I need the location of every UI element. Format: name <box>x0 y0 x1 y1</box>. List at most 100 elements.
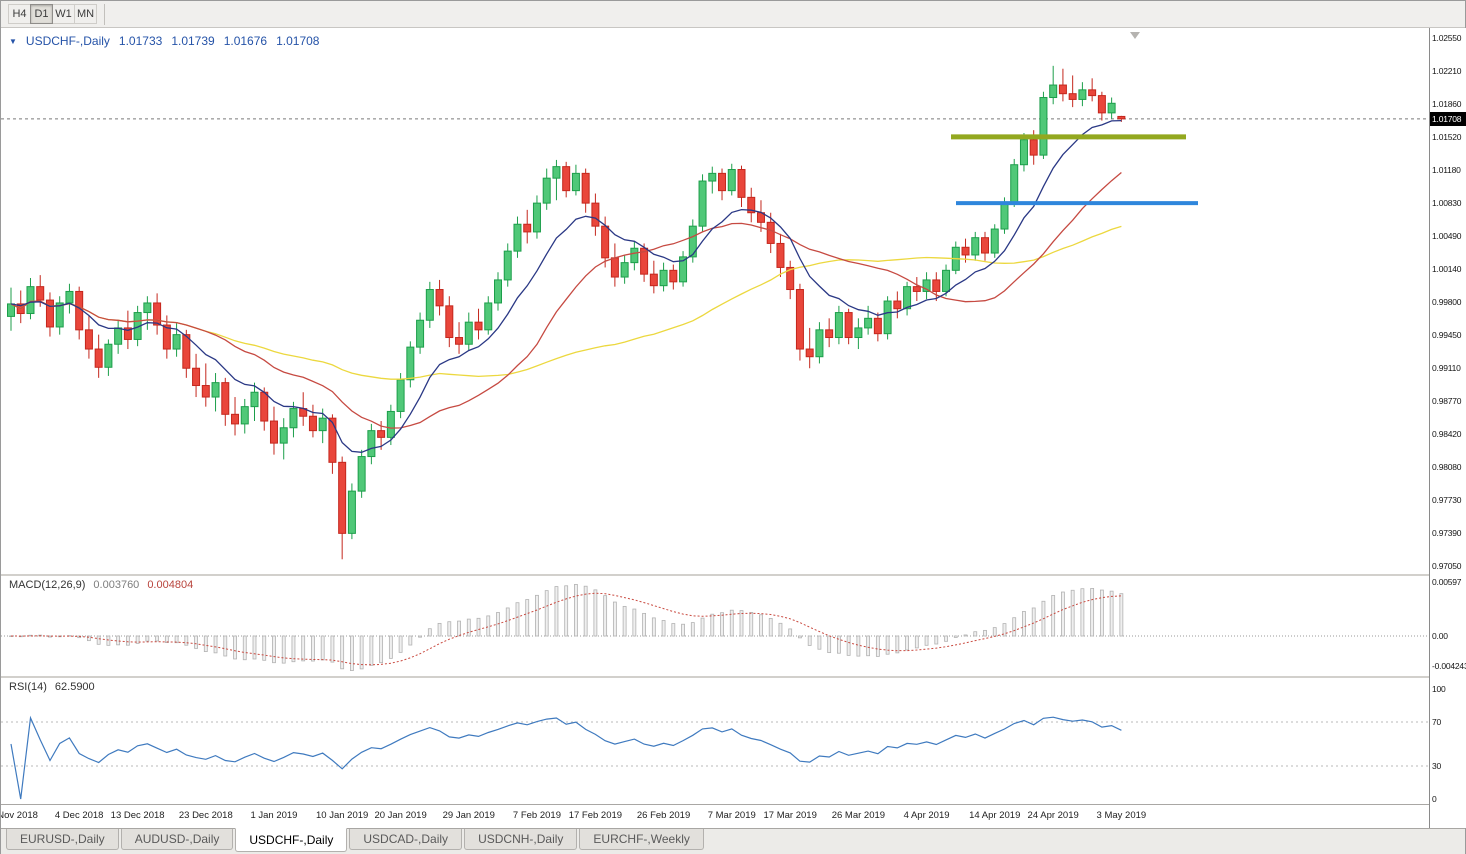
macd-pane[interactable]: MACD(12,26,9) 0.003760 0.004804 <box>1 574 1429 676</box>
candle-body <box>786 266 795 291</box>
timeframe-button-mn[interactable]: MN <box>74 4 97 24</box>
candle-body <box>659 269 668 287</box>
date-label: 24 Apr 2019 <box>1027 810 1079 821</box>
candle-body <box>1000 202 1009 230</box>
price-tick-label: 0.98770 <box>1432 396 1462 406</box>
timeframe-buttons: H4 D1 W1 MN <box>8 4 97 24</box>
date-label: 17 Feb 2019 <box>568 810 623 821</box>
candle-body <box>1117 115 1126 120</box>
macd-histogram-bar <box>856 635 861 657</box>
price-axis[interactable]: 1.01708 1.02550 1.02210 1.01860 1.01520 1.01… <box>1429 28 1466 828</box>
macd-histogram-bar <box>992 627 997 637</box>
macd-histogram-bar <box>1109 590 1114 637</box>
macd-histogram-bar <box>1080 588 1085 637</box>
chart-tab-usdcnh[interactable]: USDCNH-,Daily <box>464 829 578 850</box>
macd-histogram-bar <box>145 635 150 642</box>
rsi-pane[interactable]: RSI(14) 62.5900 <box>1 676 1429 804</box>
price-tick-label: 0.98420 <box>1432 429 1462 439</box>
macd-histogram-bar <box>525 599 530 637</box>
date-axis[interactable]: 25 Nov 2018 4 Dec 2018 13 Dec 2018 23 Dec 2… <box>1 804 1429 828</box>
rsi-scale-label: 30 <box>1432 761 1442 771</box>
macd-histogram-bar <box>320 635 325 661</box>
candle-body <box>494 279 502 304</box>
timeframe-button-h4[interactable]: H4 <box>8 4 31 24</box>
macd-histogram-bar <box>87 635 91 642</box>
candle-body <box>893 300 902 310</box>
candle-body <box>162 324 171 350</box>
chart-tab-eurusd[interactable]: EURUSD-,Daily <box>6 829 119 850</box>
macd-scale-label: 0.00597 <box>1432 577 1462 587</box>
macd-histogram-bar <box>1051 595 1056 637</box>
candle-body <box>708 172 717 182</box>
candle-body <box>192 367 201 387</box>
candle-body <box>864 317 873 329</box>
candle-body <box>834 312 843 339</box>
macd-indicator-name: MACD(12,26,9) <box>9 579 86 591</box>
price-chart-canvas[interactable] <box>1 28 1429 574</box>
macd-histogram-bar <box>583 585 588 637</box>
price-tick-label: 1.00830 <box>1432 198 1462 208</box>
macd-histogram-bar <box>642 612 646 637</box>
macd-histogram-bar <box>388 635 393 659</box>
candle-body <box>883 300 892 335</box>
date-label: 10 Jan 2019 <box>316 810 369 821</box>
macd-histogram-bar <box>768 618 773 637</box>
macd-signal-value: 0.004804 <box>147 579 194 591</box>
candle-body <box>1068 93 1077 100</box>
macd-histogram-bar <box>963 634 968 637</box>
macd-histogram-bar <box>398 635 403 653</box>
chart-collapse-icon[interactable]: ▼ <box>9 36 17 46</box>
candle-body <box>630 247 639 264</box>
macd-histogram-bar <box>457 620 461 637</box>
date-label: 3 May 2019 <box>1096 810 1147 821</box>
candle-body <box>201 385 210 398</box>
candle-body <box>231 413 240 425</box>
macd-histogram-bar <box>213 635 218 654</box>
candle-body <box>620 262 629 278</box>
macd-histogram-bar <box>291 635 296 663</box>
macd-histogram-bar <box>242 635 247 661</box>
price-tick-label: 0.97730 <box>1432 495 1462 505</box>
macd-histogram-bar <box>973 631 978 637</box>
candle-body <box>1010 164 1019 204</box>
chart-tab-audusd[interactable]: AUDUSD-,Daily <box>120 829 234 850</box>
candle-body <box>123 327 132 340</box>
price-tick-label: 0.98080 <box>1432 462 1462 472</box>
main-chart-pane[interactable]: ▼ USDCHF-,Daily 1.01733 1.01739 1.01676 … <box>1 28 1429 574</box>
timeframe-button-w1[interactable]: W1 <box>52 4 75 24</box>
rsi-scale-label: 0 <box>1432 794 1437 804</box>
rsi-canvas[interactable] <box>1 678 1429 804</box>
timeframe-button-d1[interactable]: D1 <box>30 4 53 24</box>
candle-body <box>727 169 736 192</box>
candle-body <box>104 343 113 368</box>
ma-fast-line <box>10 119 1122 453</box>
macd-histogram-bar <box>359 635 364 670</box>
candle-body <box>610 257 619 278</box>
chart-tab-eurchf[interactable]: EURCHF-,Weekly <box>579 829 704 850</box>
price-tick-label: 0.99450 <box>1432 330 1462 340</box>
macd-histogram-bar <box>330 635 335 663</box>
macd-histogram-bar <box>340 635 345 670</box>
candle-body <box>1058 84 1067 95</box>
candle-body <box>289 408 298 429</box>
chart-tab-usdchf[interactable]: USDCHF-,Daily <box>235 828 348 852</box>
date-label: 14 Apr 2019 <box>969 810 1021 821</box>
candle-body <box>26 286 35 315</box>
macd-histogram-bar <box>690 622 695 637</box>
candle-body <box>942 269 951 292</box>
candle-body <box>747 196 756 214</box>
candle-body <box>805 348 814 358</box>
candle-body <box>523 223 532 233</box>
macd-histogram-bar <box>418 635 422 638</box>
macd-histogram-bar <box>807 635 812 646</box>
macd-histogram-bar <box>603 595 608 637</box>
macd-histogram-bar <box>739 610 744 637</box>
candle-body <box>766 221 775 244</box>
candle-body <box>640 247 649 275</box>
candle-body <box>308 415 317 432</box>
chart-tab-usdcad[interactable]: USDCAD-,Daily <box>349 829 463 850</box>
price-tick-label: 1.02210 <box>1432 66 1462 76</box>
date-label: 26 Feb 2019 <box>636 810 691 821</box>
ohlc-close: 1.01708 <box>276 34 320 48</box>
macd-canvas[interactable] <box>1 576 1429 676</box>
